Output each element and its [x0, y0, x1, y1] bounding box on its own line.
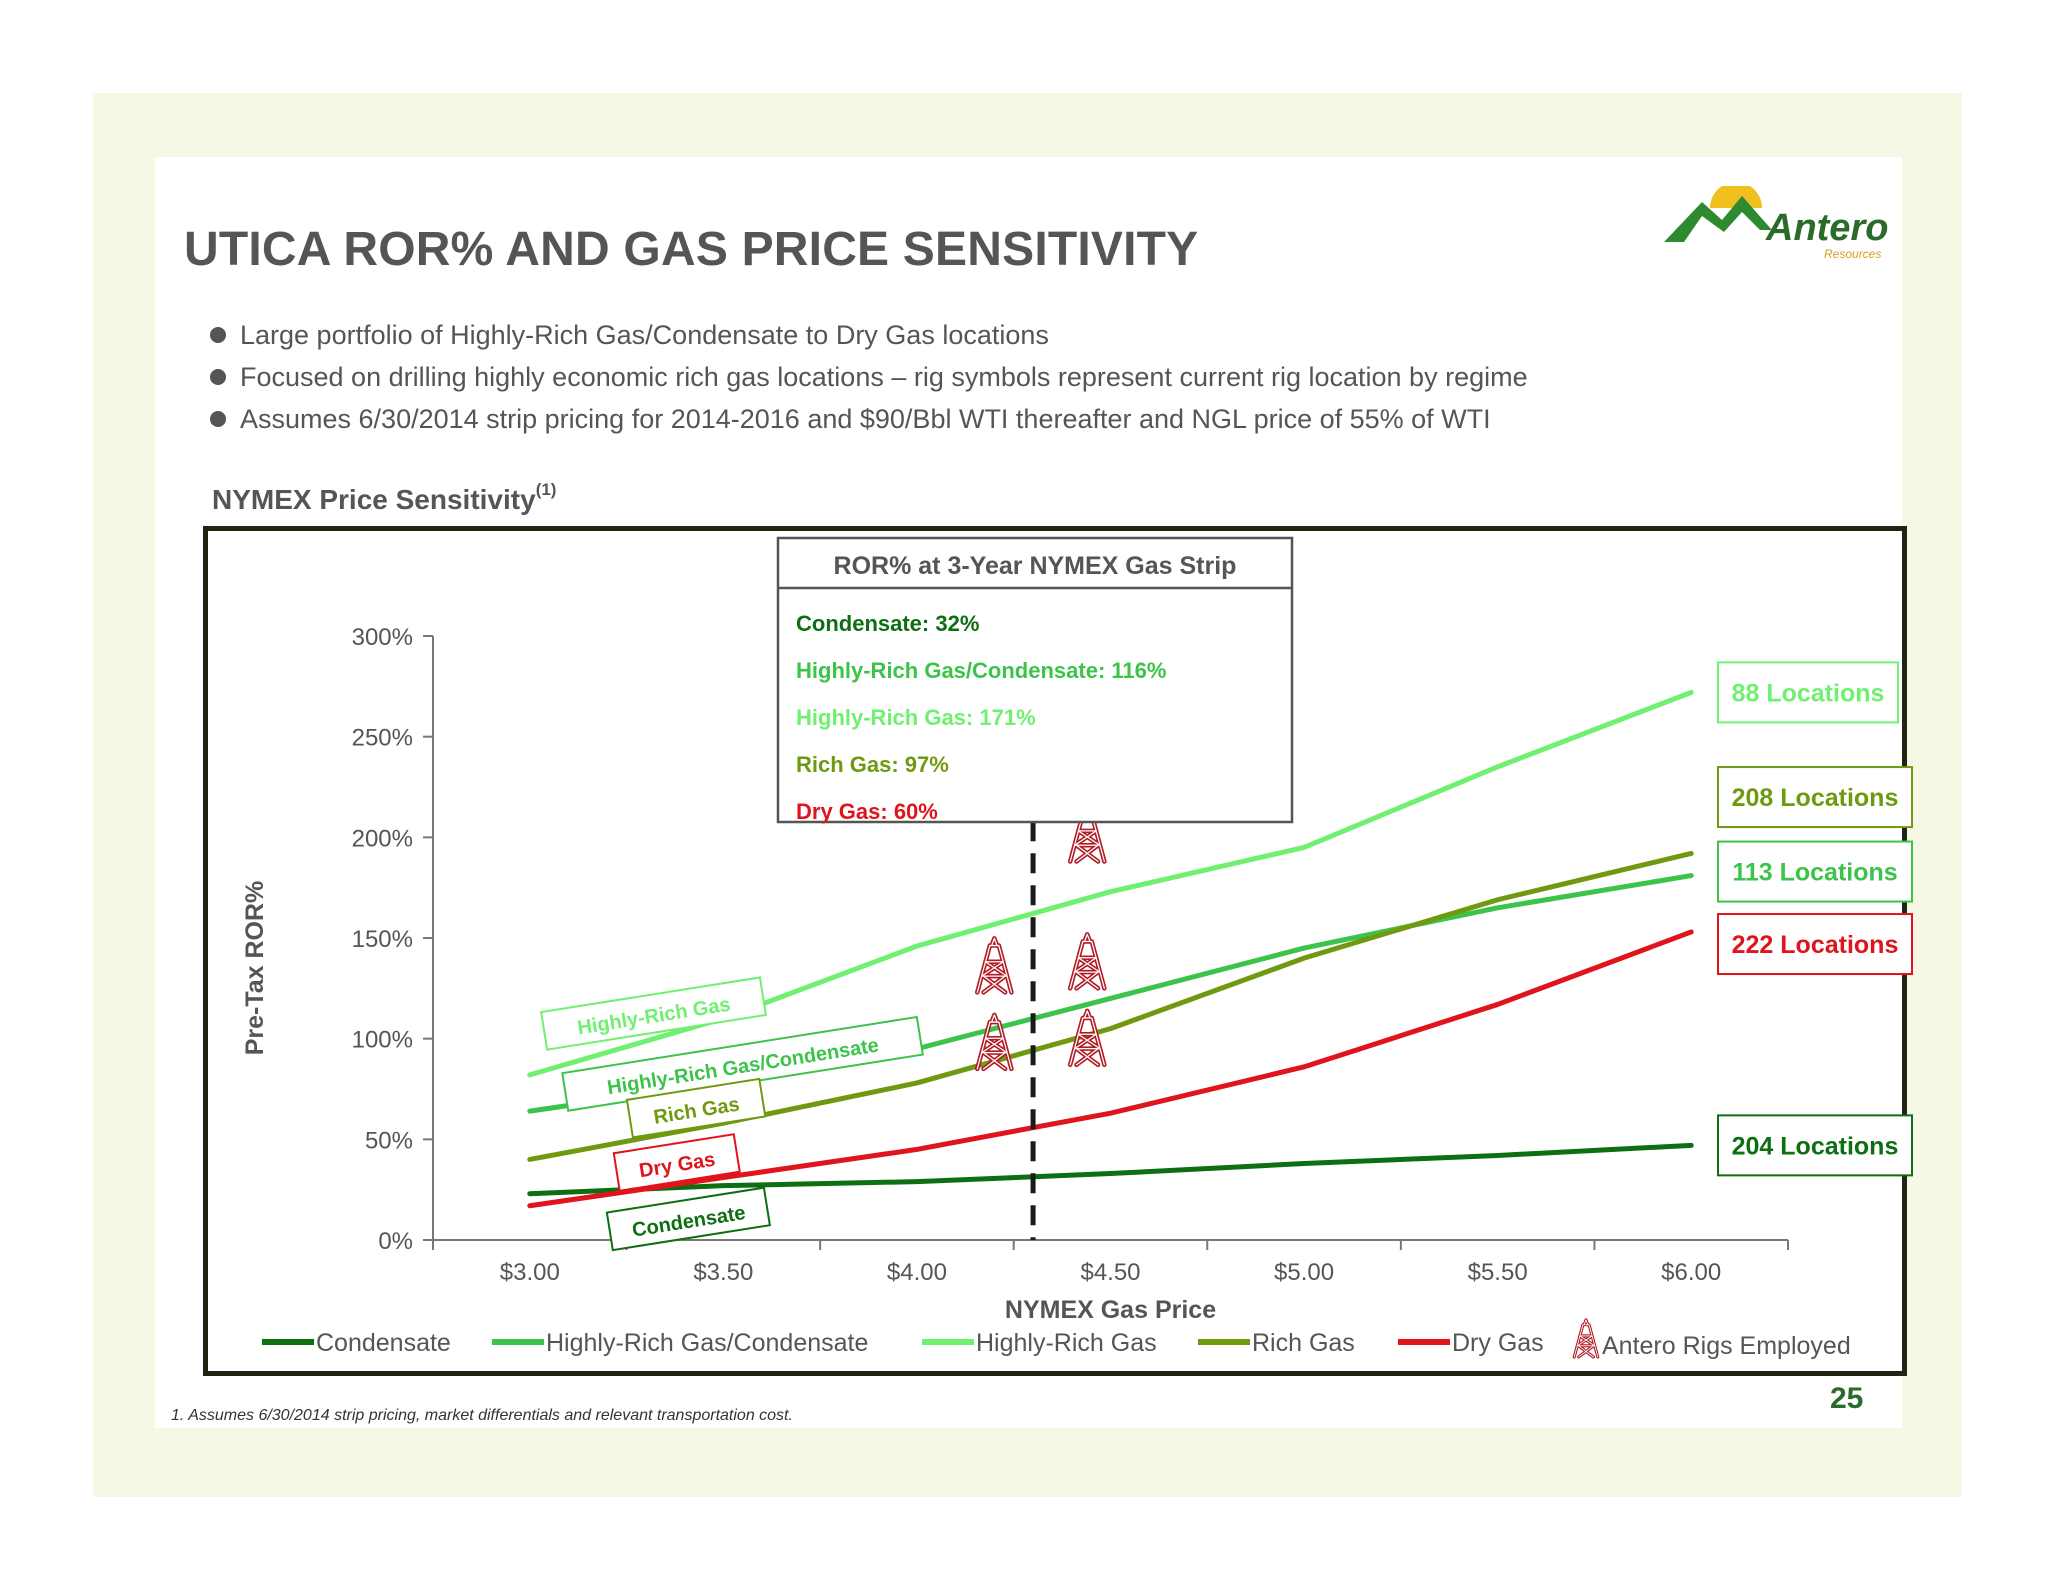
footnote: 1. Assumes 6/30/2014 strip pricing, mark…: [171, 1407, 793, 1424]
rig-icon: [975, 1012, 1014, 1072]
info-box-row-condensate: Condensate: 32%: [796, 611, 979, 636]
chart-heading-footnote-ref: (1): [535, 480, 557, 499]
bullet-item: Large portfolio of Highly-Rich Gas/Conde…: [210, 314, 1528, 356]
y-tick-label: 250%: [352, 725, 413, 752]
x-tick-label: $4.50: [1080, 1259, 1140, 1286]
x-tick-label: $6.00: [1661, 1259, 1721, 1286]
location-label-condensate: 204 Locations: [1732, 1132, 1899, 1160]
series-line-dry: [527, 929, 1694, 1209]
location-label-dry: 222 Locations: [1732, 931, 1899, 959]
y-tick-label: 200%: [352, 825, 413, 852]
inline-label-box: [625, 1077, 767, 1139]
info-box-title: ROR% at 3-Year NYMEX Gas Strip: [834, 552, 1237, 580]
legend-item-dry: Dry Gas: [1452, 1329, 1544, 1357]
inline-label-box: [605, 1186, 771, 1252]
rig-icon: [1067, 1008, 1107, 1068]
info-box: [776, 536, 1294, 824]
chart-heading: NYMEX Price Sensitivity(1): [212, 480, 556, 516]
inline-label-rich: Rich Gas: [625, 1077, 767, 1139]
page-number: 25: [1830, 1382, 1864, 1415]
rig-highlight: [976, 937, 1013, 993]
legend-item-hrg: Highly-Rich Gas: [976, 1329, 1157, 1357]
location-label-box: [1717, 766, 1913, 829]
rig-highlight: [976, 1014, 1013, 1070]
y-tick-label: 0%: [378, 1228, 413, 1255]
page-title: UTICA ROR% AND GAS PRICE SENSITIVITY: [184, 223, 1199, 276]
y-tick-label: 150%: [352, 926, 413, 953]
legend-item-condensate: Condensate: [316, 1329, 451, 1357]
rig-icon: [1067, 932, 1107, 991]
location-label-box: [1717, 840, 1913, 903]
chart-heading-text: NYMEX Price Sensitivity: [212, 484, 536, 515]
rig-highlight: [1573, 1319, 1599, 1358]
bullet-list: Large portfolio of Highly-Rich Gas/Conde…: [210, 314, 1528, 440]
x-tick-label: $4.00: [887, 1259, 947, 1286]
rig-icon: [975, 936, 1014, 995]
x-tick-label: $5.00: [1274, 1259, 1334, 1286]
info-box-row-hrgc: Highly-Rich Gas/Condensate: 116%: [796, 658, 1166, 683]
logo-sun-icon: [1710, 186, 1762, 208]
inline-label-box: [612, 1133, 741, 1192]
series-line-condensate: [527, 1142, 1694, 1197]
logo-mountain-icon: [1664, 196, 1772, 242]
bullet-item: Assumes 6/30/2014 strip pricing for 2014…: [210, 398, 1528, 440]
info-box-row-hrg: Highly-Rich Gas: 171%: [796, 705, 1036, 730]
location-label-rich: 208 Locations: [1732, 784, 1899, 812]
inline-label-dry: Dry Gas: [612, 1133, 741, 1192]
x-tick-label: $5.50: [1468, 1259, 1528, 1286]
inline-label-box: [540, 976, 768, 1051]
antero-logo: Antero Resources: [1664, 186, 1888, 261]
y-tick-label: 100%: [352, 1027, 413, 1054]
y-tick-label: 300%: [352, 624, 413, 651]
info-box-row-rich: Rich Gas: 97%: [796, 752, 949, 777]
logo-tagline: Resources: [1824, 247, 1881, 261]
legend-rig-label: Antero Rigs Employed: [1602, 1332, 1851, 1360]
legend-item-hrgc: Highly-Rich Gas/Condensate: [546, 1329, 868, 1357]
bullet-item: Focused on drilling highly economic rich…: [210, 356, 1528, 398]
legend-rig-icon: [1572, 1318, 1600, 1359]
rig-highlight: [1069, 1010, 1106, 1066]
logo-name: Antero: [1765, 207, 1888, 249]
x-axis-title: NYMEX Gas Price: [1005, 1296, 1216, 1324]
y-tick-label: 50%: [365, 1127, 413, 1154]
x-tick-label: $3.00: [500, 1259, 560, 1286]
rig-highlight: [1069, 933, 1106, 989]
y-axis-title: Pre-Tax ROR%: [241, 881, 269, 1056]
legend-item-rich: Rich Gas: [1252, 1329, 1355, 1357]
location-label-box: [1717, 913, 1913, 976]
location-label-box: [1717, 1114, 1913, 1177]
location-label-box: [1717, 661, 1899, 724]
x-tick-label: $3.50: [693, 1259, 753, 1286]
location-label-hrg: 88 Locations: [1732, 679, 1885, 707]
location-label-hrgc: 113 Locations: [1732, 859, 1897, 887]
info-box-row-dry: Dry Gas: 60%: [796, 799, 938, 824]
